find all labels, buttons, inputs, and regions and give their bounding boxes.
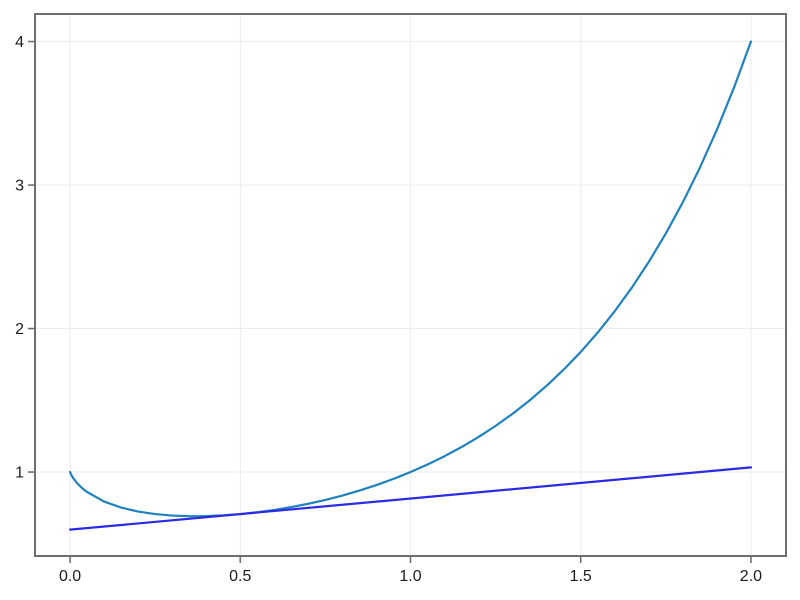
x-tick-label: 1.5 xyxy=(570,568,592,585)
plot-frame xyxy=(34,13,787,557)
series-path-tangent-at-0-5 xyxy=(68,466,753,531)
y-tick-label: 1 xyxy=(15,465,24,482)
x-tick-label: 0.0 xyxy=(59,568,81,585)
y-tick-label: 3 xyxy=(15,178,24,195)
y-tick-label: 2 xyxy=(15,321,24,338)
series-path-x-pow-x xyxy=(68,40,753,518)
y-tick-label: 4 xyxy=(15,34,24,51)
x-tick-label: 1.0 xyxy=(399,568,421,585)
x-tick-label: 0.5 xyxy=(229,568,251,585)
x-tick-label: 2.0 xyxy=(740,568,762,585)
